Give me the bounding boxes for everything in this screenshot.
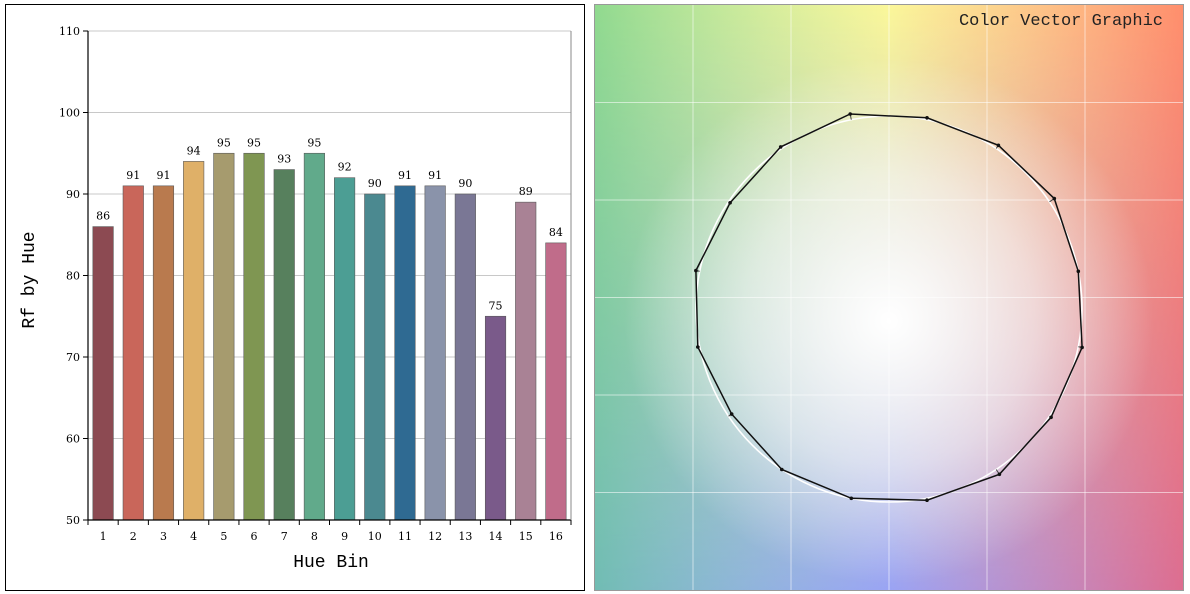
color-vector-graphic: Color Vector Graphic [595,5,1183,590]
x-tick-label: 9 [341,530,348,543]
x-tick-label: 1 [100,530,107,543]
y-tick-label: 70 [66,351,80,364]
y-tick-label: 80 [66,270,80,283]
bar-1 [93,227,114,520]
vector-point-10 [730,412,734,416]
data-label: 84 [549,226,563,239]
x-tick-label: 13 [458,530,472,543]
x-tick-label: 11 [398,530,412,543]
bar-6 [244,153,265,520]
data-label: 93 [277,153,291,166]
vector-point-11 [780,468,784,472]
data-label: 91 [398,169,412,182]
vector-point-5 [848,112,852,116]
bar-5 [214,153,235,520]
data-label: 90 [458,177,472,190]
data-label: 94 [187,144,201,157]
y-axis-label: Rf by Hue [20,231,40,328]
y-tick-label: 50 [66,514,80,527]
data-label: 95 [217,136,231,149]
bar-16 [546,243,567,520]
x-tick-label: 3 [160,530,167,543]
bar-10 [365,194,386,520]
vector-point-3 [997,144,1001,148]
vector-point-1 [1077,270,1081,274]
x-tick-label: 16 [549,530,563,543]
data-label: 91 [428,169,442,182]
vector-point-12 [850,497,854,501]
data-label: 95 [247,136,261,149]
data-label: 92 [338,161,352,174]
bar-14 [485,316,506,520]
vector-point-9 [696,345,700,349]
x-tick-label: 10 [368,530,382,543]
bar-8 [304,153,325,520]
x-tick-label: 12 [428,530,442,543]
bar-7 [274,170,295,520]
bar-13 [455,194,476,520]
vector-point-8 [694,269,698,273]
x-tick-label: 14 [489,530,503,543]
x-tick-label: 15 [519,530,533,543]
data-label: 86 [96,210,110,223]
vector-point-15 [1049,416,1053,420]
x-tick-label: 8 [311,530,318,543]
bar-2 [123,186,144,520]
bar-9 [334,178,355,520]
bar-12 [425,186,446,520]
data-label: 75 [489,299,503,312]
vector-point-6 [779,145,783,149]
bar-4 [183,161,204,520]
x-tick-label: 6 [251,530,258,543]
x-axis-label: Hue Bin [293,553,369,573]
bar-11 [395,186,416,520]
data-label: 95 [307,136,321,149]
vector-point-7 [728,201,732,205]
vector-point-13 [925,498,929,502]
vector-point-16 [1080,346,1084,350]
y-tick-label: 110 [59,25,80,38]
data-label: 90 [368,177,382,190]
y-tick-label: 90 [66,188,80,201]
vector-point-14 [998,473,1002,477]
x-tick-label: 5 [220,530,227,543]
chart-title: Color Vector Graphic [959,12,1163,31]
vector-point-2 [1053,197,1057,201]
data-label: 89 [519,185,533,198]
y-tick-label: 60 [66,433,80,446]
x-tick-label: 7 [281,530,288,543]
vector-point-4 [925,116,929,120]
bar-15 [515,202,536,520]
x-tick-label: 2 [130,530,137,543]
data-label: 91 [126,169,140,182]
bar-3 [153,186,174,520]
x-tick-label: 4 [190,530,197,543]
color-vector-graphic-panel: Color Vector Graphic [594,4,1184,591]
y-tick-label: 100 [59,107,80,120]
data-label: 91 [156,169,170,182]
